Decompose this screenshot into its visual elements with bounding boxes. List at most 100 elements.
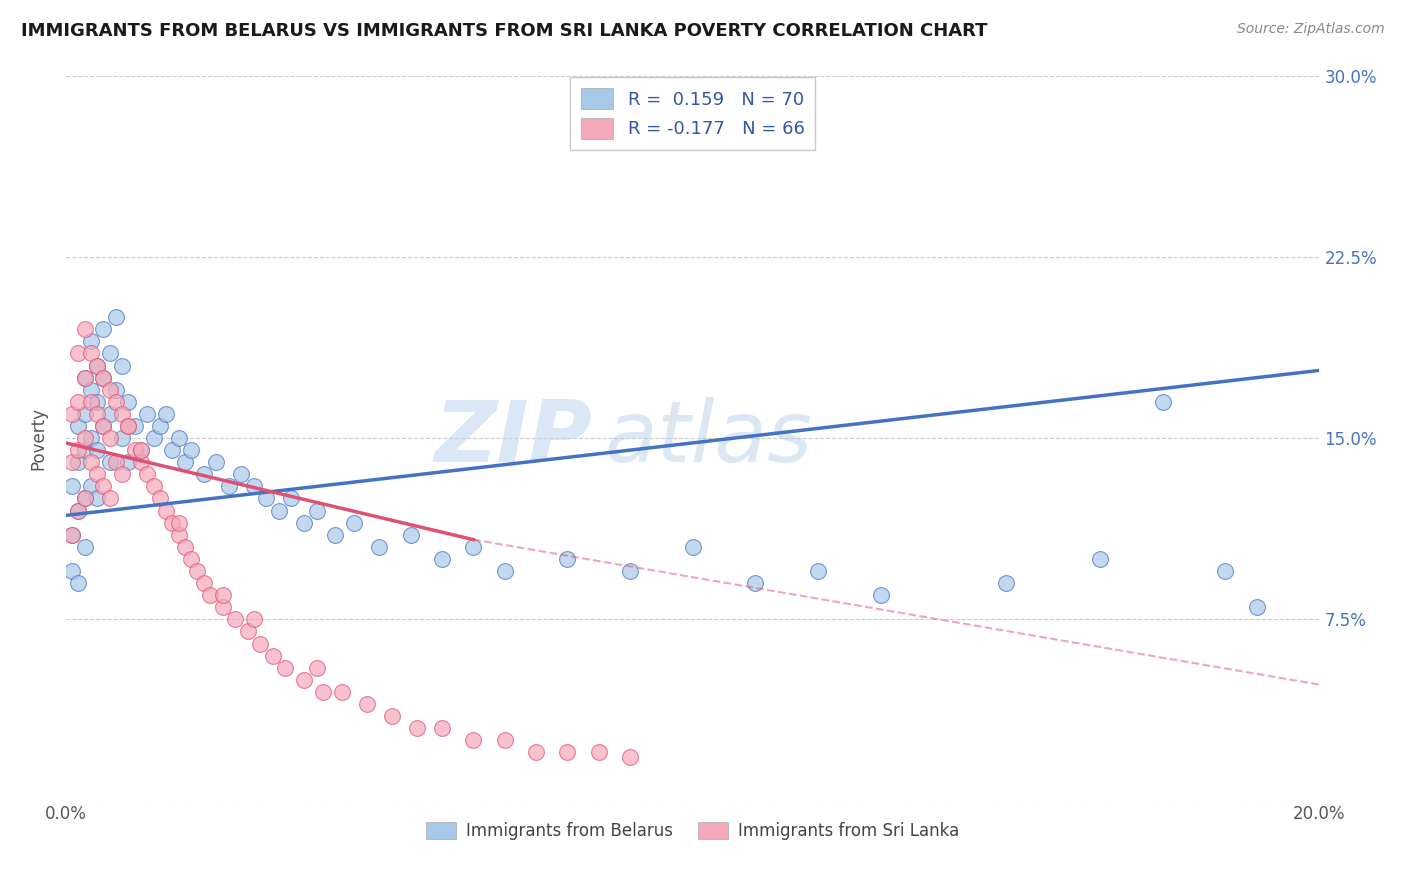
- Point: [73, 370, 96, 384]
- Point: [211, 600, 233, 615]
- Point: [243, 612, 266, 626]
- Point: [744, 576, 766, 591]
- Point: [463, 733, 485, 747]
- Point: [86, 394, 108, 409]
- Point: [494, 564, 516, 578]
- Point: [231, 467, 253, 482]
- Point: [80, 479, 103, 493]
- Point: [73, 407, 96, 421]
- Point: [93, 479, 115, 493]
- Point: [98, 346, 121, 360]
- Point: [73, 431, 96, 445]
- Point: [381, 709, 404, 723]
- Point: [162, 516, 184, 530]
- Point: [142, 431, 165, 445]
- Point: [93, 370, 115, 384]
- Point: [524, 745, 547, 759]
- Point: [180, 443, 202, 458]
- Point: [619, 564, 641, 578]
- Point: [312, 685, 335, 699]
- Point: [60, 407, 83, 421]
- Text: ZIP: ZIP: [434, 397, 592, 480]
- Point: [494, 733, 516, 747]
- Y-axis label: Poverty: Poverty: [30, 407, 46, 469]
- Point: [73, 491, 96, 506]
- Point: [1088, 552, 1111, 566]
- Point: [93, 370, 115, 384]
- Point: [80, 383, 103, 397]
- Point: [292, 673, 315, 687]
- Point: [262, 648, 284, 663]
- Point: [588, 745, 610, 759]
- Point: [174, 455, 197, 469]
- Point: [73, 443, 96, 458]
- Point: [224, 612, 246, 626]
- Point: [186, 564, 208, 578]
- Point: [104, 394, 127, 409]
- Point: [149, 419, 172, 434]
- Point: [93, 419, 115, 434]
- Point: [86, 443, 108, 458]
- Point: [67, 503, 90, 517]
- Point: [211, 588, 233, 602]
- Point: [356, 697, 378, 711]
- Point: [1215, 564, 1237, 578]
- Point: [80, 455, 103, 469]
- Point: [98, 383, 121, 397]
- Point: [86, 491, 108, 506]
- Point: [98, 431, 121, 445]
- Point: [149, 491, 172, 506]
- Point: [67, 419, 90, 434]
- Point: [117, 419, 139, 434]
- Point: [430, 552, 453, 566]
- Point: [93, 322, 115, 336]
- Point: [60, 564, 83, 578]
- Point: [60, 527, 83, 541]
- Point: [162, 443, 184, 458]
- Point: [463, 540, 485, 554]
- Point: [67, 346, 90, 360]
- Point: [995, 576, 1018, 591]
- Point: [60, 479, 83, 493]
- Point: [142, 479, 165, 493]
- Point: [619, 750, 641, 764]
- Point: [249, 636, 271, 650]
- Point: [1246, 600, 1268, 615]
- Point: [430, 721, 453, 735]
- Point: [198, 588, 221, 602]
- Point: [129, 443, 152, 458]
- Point: [136, 467, 159, 482]
- Point: [73, 540, 96, 554]
- Point: [86, 407, 108, 421]
- Point: [86, 467, 108, 482]
- Point: [129, 443, 152, 458]
- Point: [267, 503, 290, 517]
- Point: [330, 685, 353, 699]
- Point: [104, 383, 127, 397]
- Text: atlas: atlas: [605, 397, 813, 480]
- Point: [807, 564, 830, 578]
- Point: [205, 455, 228, 469]
- Text: IMMIGRANTS FROM BELARUS VS IMMIGRANTS FROM SRI LANKA POVERTY CORRELATION CHART: IMMIGRANTS FROM BELARUS VS IMMIGRANTS FR…: [21, 22, 987, 40]
- Legend: R =  0.159   N = 70, R = -0.177   N = 66: R = 0.159 N = 70, R = -0.177 N = 66: [569, 78, 815, 150]
- Point: [869, 588, 891, 602]
- Point: [180, 552, 202, 566]
- Point: [73, 322, 96, 336]
- Point: [104, 455, 127, 469]
- Point: [368, 540, 391, 554]
- Point: [111, 359, 134, 373]
- Point: [117, 394, 139, 409]
- Point: [117, 455, 139, 469]
- Point: [155, 503, 177, 517]
- Point: [274, 661, 297, 675]
- Point: [73, 491, 96, 506]
- Point: [67, 455, 90, 469]
- Point: [98, 455, 121, 469]
- Point: [167, 527, 190, 541]
- Point: [80, 394, 103, 409]
- Point: [218, 479, 240, 493]
- Point: [67, 503, 90, 517]
- Point: [305, 661, 328, 675]
- Point: [98, 491, 121, 506]
- Point: [325, 527, 347, 541]
